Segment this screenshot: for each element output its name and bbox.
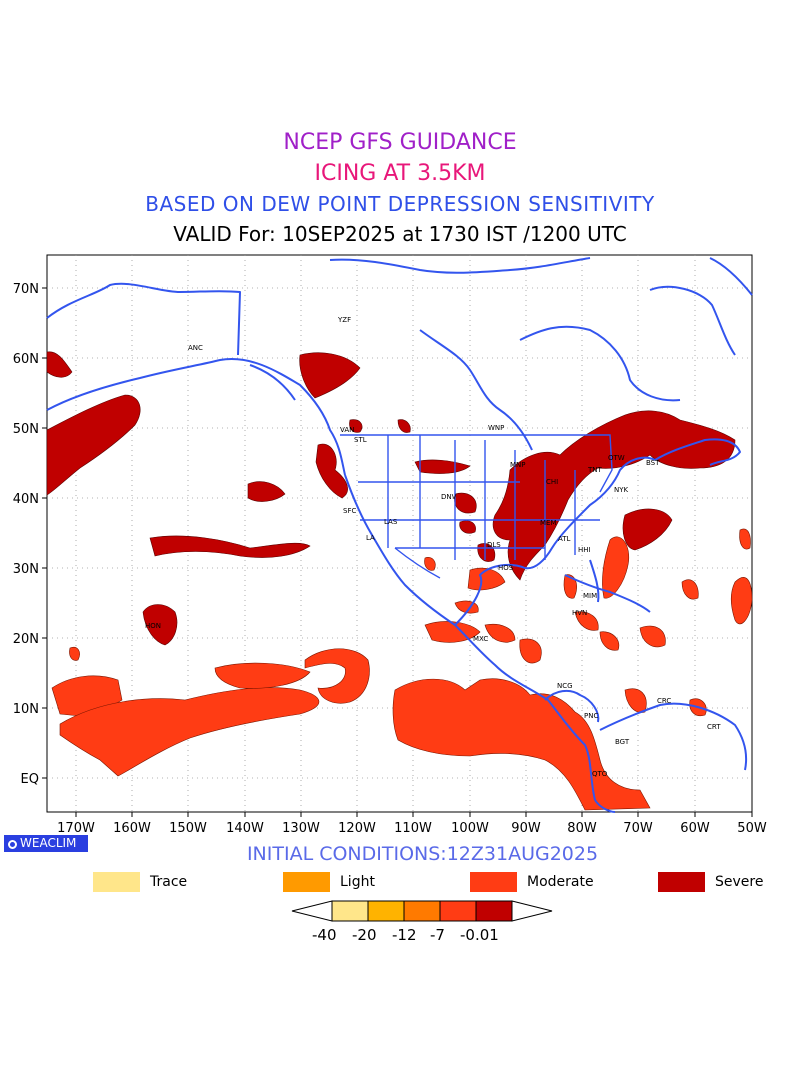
lon-label: 120W	[338, 821, 376, 836]
station-label: STL	[354, 436, 367, 444]
lat-label: 40N	[13, 492, 39, 507]
lon-label: 60W	[680, 821, 710, 836]
lon-label: 170W	[57, 821, 95, 836]
colorbar-segment	[475, 900, 513, 922]
lat-label: 60N	[13, 352, 39, 367]
title-model: NCEP GFS GUIDANCE	[283, 130, 517, 155]
longitude-labels: 170W 160W 150W 140W 130W 120W 110W 100W …	[57, 821, 767, 836]
station-label: OTW	[608, 454, 625, 462]
station-label: PNC	[584, 712, 598, 720]
logo-circle-icon	[8, 840, 17, 849]
station-label: NYK	[614, 486, 629, 494]
station-label: MXC	[473, 635, 488, 643]
lat-label: 30N	[13, 562, 39, 577]
lon-label: 50W	[737, 821, 767, 836]
lat-label: 10N	[13, 702, 39, 717]
station-label: NCG	[557, 682, 573, 690]
colorbar-label: -0.01	[460, 926, 499, 944]
title-method: BASED ON DEW POINT DEPRESSION SENSITIVIT…	[145, 192, 655, 216]
station-label: MEM	[540, 519, 557, 527]
lon-label: 130W	[282, 821, 320, 836]
station-label: CHI	[546, 478, 558, 486]
latitude-labels: 70N 60N 50N 40N 30N 20N 10N EQ	[13, 282, 39, 787]
logo-text: WEACLIM	[20, 836, 77, 850]
station-label: VAN	[340, 426, 354, 434]
station-label: BGT	[615, 738, 630, 746]
legend-swatch	[658, 872, 705, 892]
lon-label: 80W	[567, 821, 597, 836]
lon-label: 90W	[511, 821, 541, 836]
station-label: DNV	[441, 493, 457, 501]
colorbar-label: -7	[430, 926, 445, 944]
colorbar-label: -20	[352, 926, 377, 944]
icing-severe-areas	[46, 351, 736, 646]
lat-label: EQ	[21, 772, 39, 787]
station-label: HVN	[572, 609, 587, 617]
colorbar-segment	[367, 900, 405, 922]
station-label: DLS	[487, 541, 501, 549]
title-valid-time: VALID For: 10SEP2025 at 1730 IST /1200 U…	[173, 222, 627, 246]
lat-label: 50N	[13, 422, 39, 437]
station-label: LA	[366, 534, 375, 542]
weaclim-logo: WEACLIM	[4, 835, 88, 852]
legend-label: Severe	[715, 874, 764, 890]
lon-label: 70W	[623, 821, 653, 836]
icing-moderate-areas	[51, 528, 753, 811]
station-label: MNP	[510, 461, 526, 469]
colorbar-left-arrow	[291, 900, 333, 922]
colorbar	[291, 900, 553, 922]
legend-swatch	[93, 872, 140, 892]
lon-label: 100W	[451, 821, 489, 836]
station-label: QTO	[592, 770, 608, 778]
station-label: HOS	[498, 564, 514, 572]
colorbar-segment	[403, 900, 441, 922]
station-label: CRT	[707, 723, 721, 731]
colorbar-segment	[331, 900, 369, 922]
lon-label: 160W	[113, 821, 151, 836]
colorbar-label: -12	[392, 926, 417, 944]
lon-label: 110W	[394, 821, 432, 836]
legend-swatch	[470, 872, 517, 892]
colorbar-right-arrow	[511, 900, 553, 922]
station-label: HHI	[578, 546, 591, 554]
lat-label: 20N	[13, 632, 39, 647]
colorbar-label: -40	[312, 926, 337, 944]
station-label: TNT	[587, 466, 603, 474]
station-label: SFC	[343, 507, 356, 515]
station-label: MIM	[583, 592, 597, 600]
title-product: ICING AT 3.5KM	[314, 161, 486, 186]
station-label: LAS	[384, 518, 398, 526]
legend-swatch	[283, 872, 330, 892]
axis-ticks	[42, 287, 753, 817]
station-label: WNP	[488, 424, 504, 432]
station-label: BST	[646, 459, 660, 467]
station-label: ATL	[558, 535, 571, 543]
lon-label: 150W	[169, 821, 207, 836]
station-label: CRC	[657, 697, 671, 705]
state-borders	[340, 434, 613, 579]
lat-label: 70N	[13, 282, 39, 297]
legend-label: Trace	[150, 874, 188, 890]
station-label: YZF	[337, 316, 351, 324]
colorbar-segment	[439, 900, 477, 922]
initial-conditions: INITIAL CONDITIONS:12Z31AUG2025	[246, 843, 599, 865]
coastlines	[46, 257, 753, 813]
station-label: ANC	[188, 344, 203, 352]
legend-label: Moderate	[527, 874, 594, 890]
legend-label: Light	[340, 874, 375, 890]
station-label: HON	[145, 622, 161, 630]
station-labels: ANC YZF VAN STL SFC LAS LA DNV WNP MNP D…	[145, 316, 721, 778]
lon-label: 140W	[226, 821, 264, 836]
